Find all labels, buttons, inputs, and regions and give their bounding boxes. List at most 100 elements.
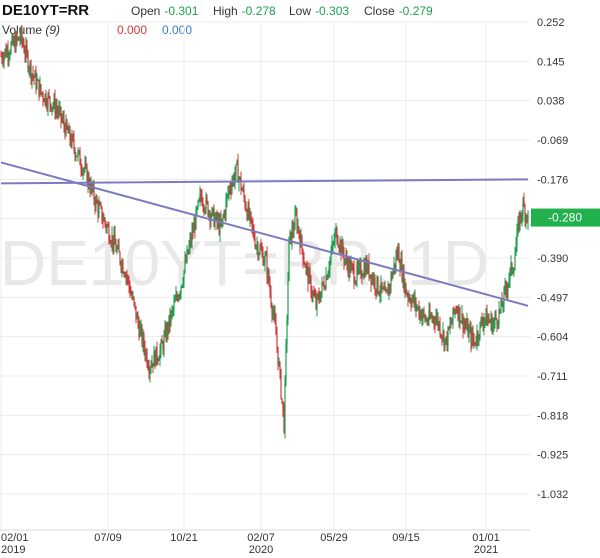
low-label: Low — [289, 4, 312, 18]
candle-body — [174, 300, 176, 303]
candle-body — [317, 295, 319, 297]
candle-body — [232, 176, 234, 184]
candle-body — [493, 320, 495, 325]
candle-body — [324, 288, 326, 290]
candle-body — [434, 321, 436, 325]
candle-body — [503, 288, 505, 306]
candle-body — [192, 230, 194, 233]
candle-body — [359, 263, 361, 266]
candle-body — [435, 317, 437, 325]
candle-body — [472, 332, 474, 341]
candle-body — [89, 186, 91, 192]
candle-body — [299, 235, 301, 248]
candle-body — [284, 378, 286, 432]
candle-body — [461, 313, 463, 322]
candle-body — [425, 320, 427, 322]
x-tick-label: 02/07 — [247, 532, 275, 544]
candle-body — [380, 282, 382, 294]
candle-body — [318, 295, 320, 300]
candle-body — [183, 270, 185, 283]
candle-body — [297, 226, 299, 230]
candle-body — [281, 398, 283, 402]
candle-body — [421, 316, 423, 320]
candle-body — [411, 299, 413, 306]
candle-body — [108, 226, 110, 241]
candle-body — [271, 305, 273, 315]
candle-body — [410, 302, 412, 306]
candle-body — [63, 118, 65, 126]
candle-body — [293, 229, 295, 232]
candle-body — [338, 246, 340, 249]
candle-body — [517, 220, 519, 230]
candle-body — [409, 297, 411, 303]
candle-body — [3, 54, 5, 62]
candle-body — [322, 282, 324, 284]
candle-body — [228, 186, 230, 194]
candle-body — [180, 286, 182, 294]
candle-body — [310, 277, 312, 294]
candle-body — [58, 108, 60, 114]
candle-body — [344, 259, 346, 262]
candle-body — [308, 271, 310, 284]
candle-body — [171, 309, 173, 313]
candle-body — [327, 273, 329, 280]
candle-body — [46, 104, 48, 108]
candle-body — [259, 247, 261, 254]
candle-body — [30, 62, 32, 80]
candle-body — [478, 338, 480, 340]
y-tick-label: 0.252 — [537, 17, 565, 29]
candle-body — [480, 319, 482, 323]
candle-body — [100, 204, 102, 207]
candle-body — [274, 312, 276, 323]
candle-body — [520, 212, 522, 218]
candle-body — [141, 326, 143, 344]
candle-body — [19, 39, 21, 41]
candle-body — [437, 315, 439, 327]
candle-body — [300, 235, 302, 248]
candle-body — [222, 217, 224, 219]
candle-body — [460, 321, 462, 323]
candle-body — [509, 268, 511, 280]
candle-body — [501, 300, 503, 307]
candle-body — [328, 268, 330, 274]
open-label: Open — [131, 4, 161, 18]
candle-body — [342, 241, 344, 254]
candle-body — [125, 274, 127, 278]
candle-body — [229, 186, 231, 190]
x-tick-label: 09/15 — [392, 532, 420, 544]
candle-body — [301, 235, 303, 250]
candle-body — [204, 209, 206, 211]
candle-body — [87, 175, 89, 184]
candle-body — [263, 262, 265, 265]
candle-body — [311, 293, 313, 296]
candle-body — [256, 244, 258, 247]
candle-body — [395, 255, 397, 267]
candle-body — [223, 212, 225, 218]
candle-body — [230, 189, 232, 191]
candle-body — [79, 150, 81, 166]
candle-body — [469, 328, 471, 330]
candle-body — [512, 270, 514, 273]
candle-body — [74, 148, 76, 157]
candle-body — [47, 95, 49, 108]
candle-body — [258, 253, 260, 257]
candle-body — [290, 231, 292, 244]
candle-body — [443, 330, 445, 347]
candle-body — [36, 80, 38, 88]
candle-body — [432, 317, 434, 320]
candle-body — [387, 289, 389, 296]
candle-body — [119, 252, 121, 263]
candle-body — [157, 359, 159, 361]
candle-body — [275, 322, 277, 336]
candle-body — [408, 297, 410, 299]
candle-body — [106, 225, 108, 229]
ohlc-low: Low -0.303 — [289, 4, 349, 18]
candle-body — [377, 276, 379, 293]
candle-body — [392, 270, 394, 279]
candle-body — [190, 238, 192, 243]
candle-body — [470, 328, 472, 345]
candle-body — [167, 324, 169, 332]
candle-body — [441, 335, 443, 338]
candle-body — [483, 319, 485, 327]
